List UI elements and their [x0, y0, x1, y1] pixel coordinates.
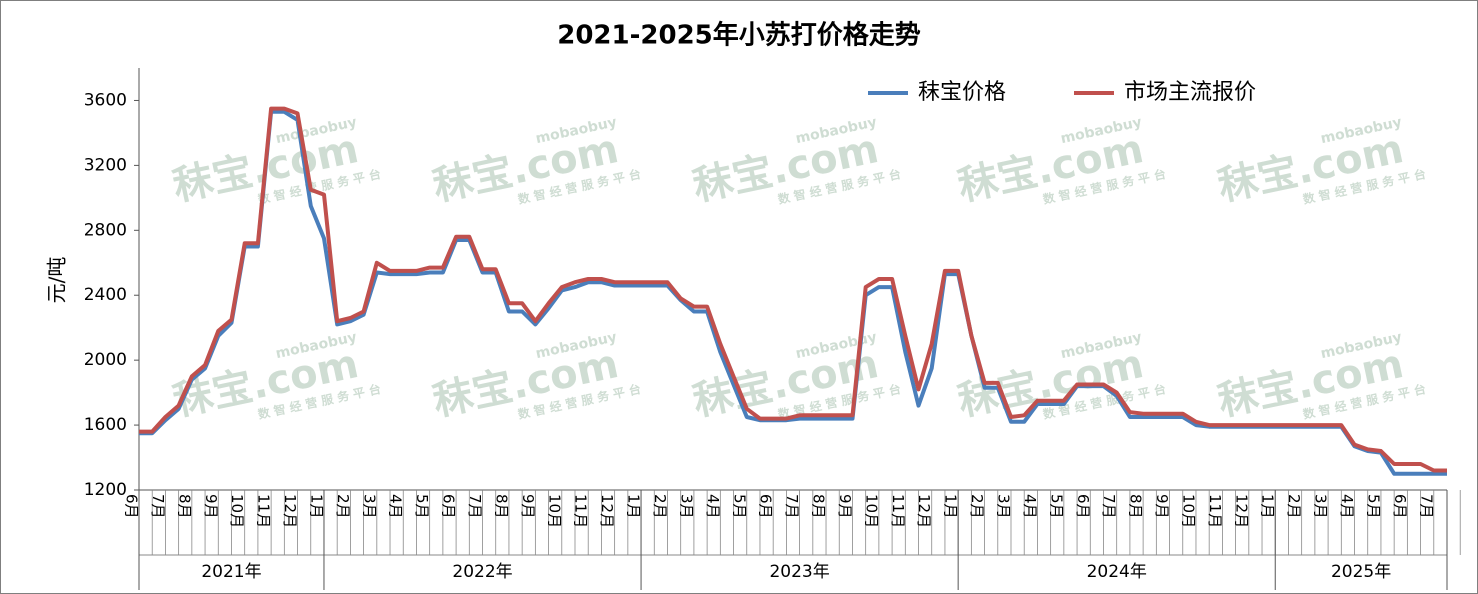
legend-label: 市场主流报价 [1124, 80, 1256, 105]
x-tick-label: 7月 [1100, 494, 1118, 519]
x-tick-label: 2月 [968, 494, 986, 519]
x-tick-label: 7月 [466, 494, 484, 519]
year-label: 2025年 [1331, 562, 1391, 582]
x-tick-label: 12月 [915, 494, 933, 528]
x-tick-label: 5月 [413, 494, 431, 519]
x-tick-label: 9月 [519, 494, 537, 519]
x-tick-label: 6月 [123, 494, 141, 519]
x-tick-label: 3月 [1312, 494, 1330, 519]
x-tick-label: 6月 [1391, 494, 1409, 519]
y-tick-label: 2800 [84, 220, 127, 240]
year-label: 2022年 [452, 562, 512, 582]
x-tick-label: 7月 [149, 494, 167, 519]
y-tick-label: 2400 [84, 285, 127, 305]
x-tick-label: 1月 [942, 494, 960, 519]
x-tick-label: 10月 [1179, 494, 1197, 528]
y-tick-label: 1200 [84, 480, 127, 500]
x-tick-label: 9月 [202, 494, 220, 519]
x-tick-label: 4月 [1021, 494, 1039, 519]
series-line [139, 106, 1447, 473]
x-tick-label: 9月 [836, 494, 854, 519]
x-tick-label: 3月 [995, 494, 1013, 519]
x-tick-label: 8月 [810, 494, 828, 519]
year-label: 2024年 [1087, 562, 1147, 582]
y-tick-label: 3200 [84, 155, 127, 175]
x-tick-label: 7月 [783, 494, 801, 519]
x-tick-label: 3月 [360, 494, 378, 519]
x-tick-label: 4月 [1338, 494, 1356, 519]
x-tick-label: 6月 [1074, 494, 1092, 519]
x-tick-label: 12月 [281, 494, 299, 528]
x-tick-label: 5月 [1047, 494, 1065, 519]
x-tick-label: 6月 [440, 494, 458, 519]
x-tick-label: 10月 [862, 494, 880, 528]
x-tick-label: 11月 [1206, 494, 1224, 528]
year-label: 2021年 [201, 562, 261, 582]
legend-label: 秣宝价格 [918, 80, 1006, 105]
x-tick-label: 10月 [545, 494, 563, 528]
x-tick-label: 7月 [1417, 494, 1435, 519]
year-label: 2023年 [769, 562, 829, 582]
y-tick-label: 3600 [84, 90, 127, 110]
x-tick-label: 6月 [757, 494, 775, 519]
x-tick-label: 1月 [1259, 494, 1277, 519]
x-tick-label: 8月 [492, 494, 510, 519]
x-tick-label: 11月 [255, 494, 273, 528]
y-tick-label: 2000 [84, 350, 127, 370]
x-tick-label: 5月 [730, 494, 748, 519]
x-tick-label: 11月 [889, 494, 907, 528]
x-tick-label: 4月 [387, 494, 405, 519]
x-tick-label: 5月 [1364, 494, 1382, 519]
y-axis-label: 元/吨 [45, 257, 69, 304]
x-tick-label: 3月 [677, 494, 695, 519]
x-tick-label: 2月 [1285, 494, 1303, 519]
x-tick-label: 12月 [598, 494, 616, 528]
x-tick-label: 10月 [228, 494, 246, 528]
x-tick-label: 11月 [572, 494, 590, 528]
x-tick-label: 1月 [625, 494, 643, 519]
x-tick-label: 2月 [334, 494, 352, 519]
x-tick-label: 9月 [1153, 494, 1171, 519]
x-tick-label: 4月 [704, 494, 722, 519]
x-tick-label: 1月 [307, 494, 325, 519]
x-tick-label: 8月 [1127, 494, 1145, 519]
chart-title: 2021-2025年小苏打价格走势 [557, 20, 921, 51]
x-tick-label: 8月 [175, 494, 193, 519]
x-tick-label: 12月 [1232, 494, 1250, 528]
y-tick-label: 1600 [84, 415, 127, 435]
x-tick-label: 2月 [651, 494, 669, 519]
